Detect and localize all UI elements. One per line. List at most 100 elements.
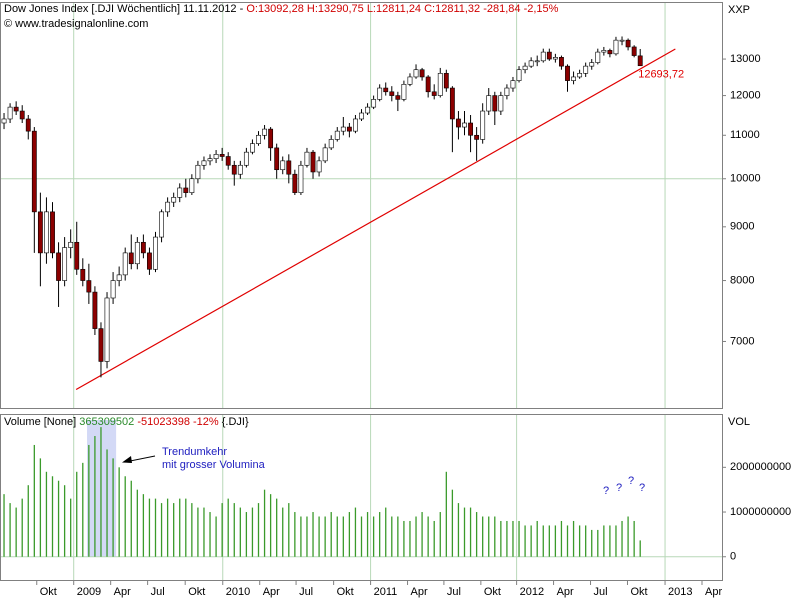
x-tick-label: Apr <box>263 586 280 598</box>
candle-body <box>225 156 231 166</box>
candle-body <box>625 39 631 48</box>
candle-body <box>104 297 110 362</box>
candle-body <box>322 147 328 162</box>
x-tick-label: Jul <box>151 586 165 598</box>
question-mark: ? <box>616 482 622 494</box>
volume-title: Volume [None] <box>4 416 76 428</box>
candle-body <box>401 84 407 100</box>
candle-body <box>492 95 498 112</box>
annotation-arrowhead <box>122 456 132 463</box>
candle-body <box>116 274 122 281</box>
candle-body <box>619 39 625 42</box>
candle-body <box>546 51 552 60</box>
candle-body <box>316 160 322 173</box>
candle-body <box>147 252 152 270</box>
candle-body <box>231 164 237 175</box>
candle-body <box>589 62 595 67</box>
x-tick-label: Jul <box>594 586 608 598</box>
candle-body <box>292 173 298 193</box>
volume-last: 365309502 <box>79 416 134 428</box>
candle-body <box>456 118 461 128</box>
candle-body <box>237 164 243 175</box>
candle-body <box>153 236 158 270</box>
trend-line <box>75 48 676 391</box>
candle-body <box>159 211 164 238</box>
candle-body <box>565 65 570 81</box>
candle-body <box>468 122 473 136</box>
candle-body <box>25 118 31 132</box>
candle-body <box>286 160 292 175</box>
candle-body <box>431 91 437 96</box>
header-quote: O:13092,28 H:13290,75 L:12811,24 C:12811… <box>246 3 558 15</box>
price-panel <box>0 2 723 409</box>
candle-body <box>165 201 171 213</box>
x-tick-label: Okt <box>484 586 501 598</box>
candle-body <box>486 95 492 112</box>
y-tick-label: 8000 <box>730 274 754 286</box>
y-tick-label: 0 <box>730 551 736 563</box>
candle-body <box>504 87 510 96</box>
copyright: © www.tradesignalonline.com <box>4 18 148 30</box>
candle-body <box>183 187 189 193</box>
candle-body <box>353 118 358 132</box>
candle-body <box>304 151 310 166</box>
candle-body <box>80 268 86 281</box>
x-tick-label: Okt <box>188 586 205 598</box>
candle-body <box>462 122 467 128</box>
x-tick-label: 2011 <box>374 586 398 598</box>
candle-body <box>44 211 49 254</box>
candle-body <box>201 160 207 166</box>
x-tick-label: Apr <box>557 586 574 598</box>
x-tick-label: 2010 <box>226 586 250 598</box>
candle-body <box>268 128 274 149</box>
header: Dow Jones Index [.DJI Wöchentlich] 11.11… <box>4 3 559 15</box>
candle-body <box>340 126 346 132</box>
x-tick-label: 2013 <box>668 586 692 598</box>
volume-axis-label: VOL <box>728 416 750 428</box>
candle-body <box>110 280 116 299</box>
candle-body <box>328 139 334 149</box>
candle-body <box>346 126 352 132</box>
candle-body <box>171 197 177 203</box>
candle-body <box>474 134 480 140</box>
candle-body <box>607 50 613 55</box>
annotation-line: Trendumkehr <box>162 446 227 458</box>
candle-body <box>407 76 413 85</box>
candle-body <box>98 328 104 362</box>
trend-value-label: 12693,72 <box>638 69 684 81</box>
volume-symbol: {.DJI} <box>222 416 249 428</box>
price-axis-label: XXP <box>728 4 750 16</box>
y-tick-label: 13000 <box>730 53 761 65</box>
x-tick-label: Apr <box>114 586 131 598</box>
candle-body <box>310 151 316 173</box>
candle-body <box>437 73 443 96</box>
candle-body <box>365 106 370 114</box>
candle-body <box>631 46 637 56</box>
candle-body <box>56 252 61 281</box>
candle-body <box>552 57 558 60</box>
candle-body <box>256 134 261 144</box>
candle-body <box>86 280 92 293</box>
candle-body <box>13 106 19 112</box>
candle-body <box>534 60 540 63</box>
x-tick-label: Apr <box>411 586 428 598</box>
y-tick-label: 2000000000 <box>730 461 791 473</box>
candle-body <box>122 252 128 276</box>
candle-body <box>480 110 486 140</box>
candle-body <box>262 128 267 136</box>
candle-body <box>522 65 528 71</box>
y-tick-label: 12000 <box>730 89 761 101</box>
candle-body <box>571 76 576 81</box>
candle-body <box>213 154 219 159</box>
x-tick-label: 2009 <box>77 586 101 598</box>
candle-body <box>243 151 249 166</box>
candle-body <box>92 291 98 329</box>
question-mark: ? <box>603 485 609 497</box>
volume-header: Volume [None] 365309502 -51023398 -12% {… <box>4 416 249 428</box>
y-tick-label: 10000 <box>730 173 761 185</box>
candle-body <box>298 164 304 193</box>
y-tick-label: 9000 <box>730 221 754 233</box>
candle-body <box>383 87 389 93</box>
x-tick-label: Jul <box>299 586 313 598</box>
y-tick-label: 7000 <box>730 335 754 347</box>
